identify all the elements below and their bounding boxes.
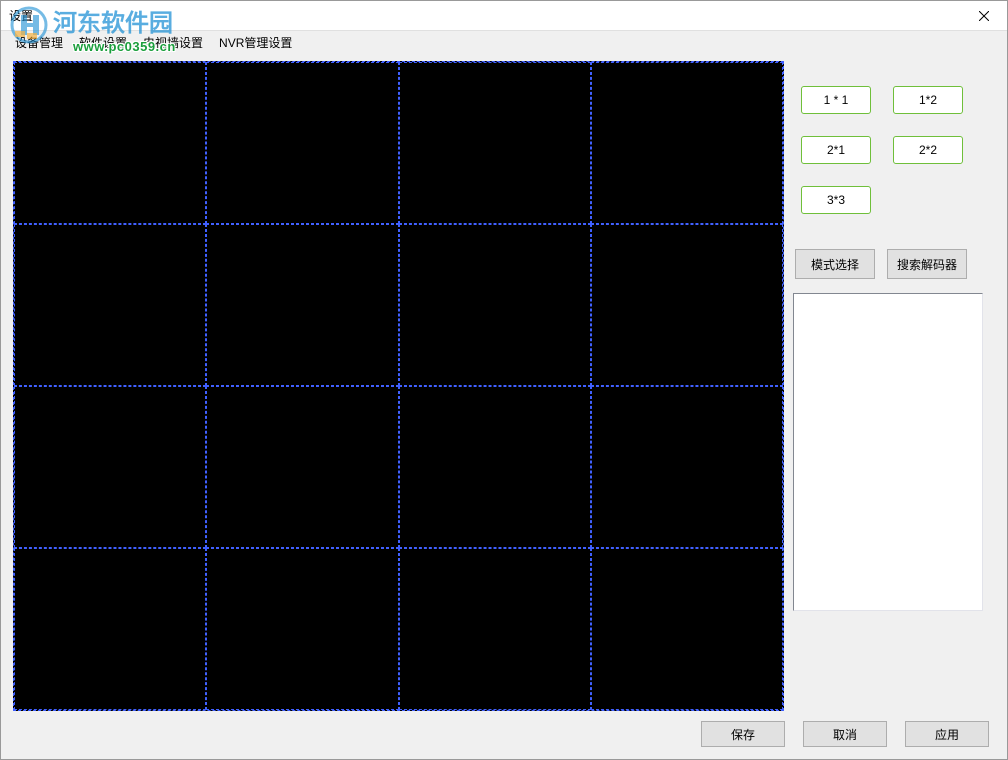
grid-cell[interactable] [591, 224, 783, 386]
menu-device-manage[interactable]: 设备管理 [7, 31, 71, 53]
grid-cell[interactable] [206, 386, 398, 548]
video-grid[interactable] [13, 61, 784, 711]
grid-cell[interactable] [14, 224, 206, 386]
grid-row [14, 224, 783, 386]
grid-row [14, 548, 783, 710]
bottom-button-bar: 保存 取消 应用 [701, 721, 989, 747]
apply-button[interactable]: 应用 [905, 721, 989, 747]
layout-2x1-button[interactable]: 2*1 [801, 136, 871, 164]
layout-row: 3*3 [801, 186, 995, 214]
decoder-list[interactable] [793, 293, 983, 611]
side-action-row: 模式选择 搜索解码器 [795, 249, 995, 279]
titlebar-buttons [961, 1, 1007, 30]
grid-cell[interactable] [206, 548, 398, 710]
close-button[interactable] [961, 1, 1007, 30]
grid-row [14, 386, 783, 548]
grid-cell[interactable] [206, 62, 398, 224]
grid-cell[interactable] [591, 386, 783, 548]
grid-cell[interactable] [399, 224, 591, 386]
layout-row: 2*1 2*2 [801, 136, 995, 164]
grid-row [14, 62, 783, 224]
close-icon [979, 11, 989, 21]
grid-cell[interactable] [399, 62, 591, 224]
window-title: 设置 [9, 7, 33, 24]
layout-2x2-button[interactable]: 2*2 [893, 136, 963, 164]
layout-1x2-button[interactable]: 1*2 [893, 86, 963, 114]
layout-buttons-group: 1 * 1 1*2 2*1 2*2 3*3 [793, 61, 995, 214]
grid-cell[interactable] [591, 62, 783, 224]
menu-nvr-settings[interactable]: NVR管理设置 [211, 31, 300, 53]
grid-cell[interactable] [591, 548, 783, 710]
titlebar: 设置 [1, 1, 1007, 31]
menu-software-settings[interactable]: 软件设置 [71, 31, 135, 53]
layout-3x3-button[interactable]: 3*3 [801, 186, 871, 214]
grid-cell[interactable] [14, 548, 206, 710]
mode-select-button[interactable]: 模式选择 [795, 249, 875, 279]
layout-1x1-button[interactable]: 1 * 1 [801, 86, 871, 114]
cancel-button[interactable]: 取消 [803, 721, 887, 747]
grid-cell[interactable] [399, 548, 591, 710]
grid-cell[interactable] [206, 224, 398, 386]
menu-tvwall-settings[interactable]: 电视墙设置 [135, 31, 211, 53]
grid-cell[interactable] [399, 386, 591, 548]
layout-row: 1 * 1 1*2 [801, 86, 995, 114]
search-decoder-button[interactable]: 搜索解码器 [887, 249, 967, 279]
menubar: 设备管理 软件设置 电视墙设置 NVR管理设置 [1, 31, 1007, 53]
save-button[interactable]: 保存 [701, 721, 785, 747]
side-panel: 1 * 1 1*2 2*1 2*2 3*3 模式选择 搜索解码器 [793, 61, 995, 711]
grid-cell[interactable] [14, 62, 206, 224]
content-area: 1 * 1 1*2 2*1 2*2 3*3 模式选择 搜索解码器 保存 取消 应 [1, 53, 1007, 759]
grid-cell[interactable] [14, 386, 206, 548]
settings-window: 设置 河东软件园 www.pc0359.cn 设备管理 软件设置 电视墙设置 N… [0, 0, 1008, 760]
